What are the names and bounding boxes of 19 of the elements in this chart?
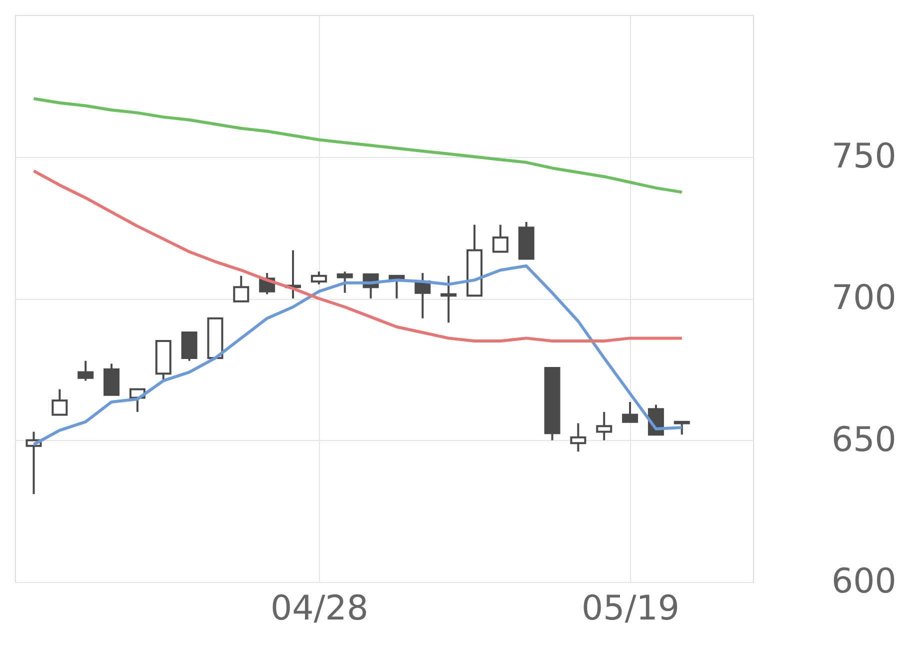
candlestick bbox=[440, 274, 457, 324]
y-tick-label: 700 bbox=[832, 278, 896, 318]
x-tick-label: 05/19 bbox=[582, 588, 680, 628]
y-tick-label: 600 bbox=[832, 562, 896, 602]
candlestick bbox=[596, 410, 612, 442]
line-series bbox=[32, 97, 684, 194]
y-tick-label: 750 bbox=[832, 136, 896, 176]
candlestick bbox=[336, 270, 353, 294]
line-series bbox=[32, 169, 684, 343]
x-tick-label: 04/28 bbox=[270, 588, 368, 628]
candlestick bbox=[78, 360, 94, 382]
y-tick-label: 650 bbox=[832, 420, 896, 460]
candlestick bbox=[233, 274, 250, 302]
candlestick bbox=[492, 224, 508, 253]
candlestick bbox=[310, 270, 327, 286]
candlestick bbox=[52, 388, 68, 416]
candlestick bbox=[622, 400, 638, 423]
candlestick bbox=[674, 420, 690, 436]
candlestick bbox=[570, 422, 586, 453]
